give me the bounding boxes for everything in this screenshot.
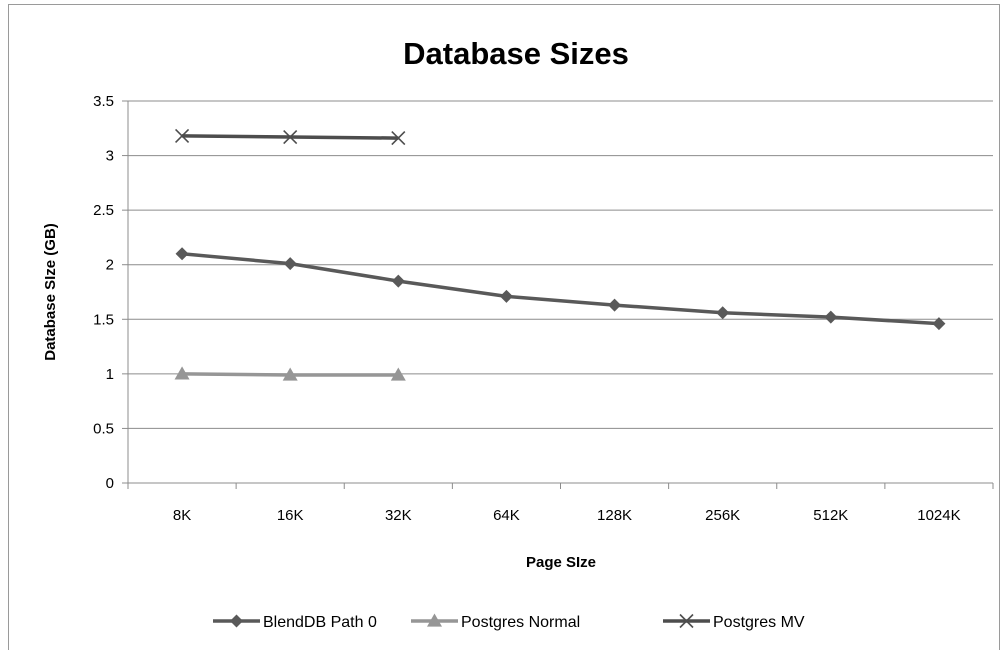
x-tick-label: 128K [597, 507, 632, 524]
series-1 [174, 366, 406, 381]
legend-marker [427, 613, 442, 627]
legend-label: Postgres MV [713, 614, 805, 631]
axes [127, 101, 993, 489]
data-point [174, 366, 190, 380]
gridlines [128, 100, 993, 429]
data-point [283, 257, 297, 271]
data-point [283, 129, 298, 145]
x-tick-label: 256K [705, 507, 740, 524]
x-tick-label: 512K [813, 507, 848, 524]
legend-marker [679, 613, 694, 629]
legend-label: Postgres Normal [461, 614, 580, 631]
y-axis-title: Database SIze (GB) [42, 223, 59, 361]
x-tick-label: 64K [493, 507, 520, 524]
chart-area [8, 4, 1000, 650]
data-point [824, 310, 838, 324]
legend-item: Postgres MV [663, 613, 805, 631]
data-point [932, 317, 946, 331]
series-2 [174, 128, 406, 146]
data-point [282, 367, 298, 381]
y-tick-label: 1 [106, 366, 114, 383]
x-tick-label: 16K [277, 507, 304, 524]
series-0 [175, 247, 946, 331]
y-axis-ticks: 0 0.5 1 1.5 2 2.5 3 3.5 [93, 93, 128, 492]
data-point [391, 131, 406, 146]
y-tick-label: 1.5 [93, 311, 114, 328]
data-point [608, 298, 622, 312]
chart-title: Database Sizes [403, 36, 629, 71]
y-tick-label: 3.5 [93, 93, 114, 110]
legend: BlendDB Path 0 Postgres Normal Postgres MV [213, 613, 805, 631]
x-axis-title: Page SIze [526, 554, 596, 571]
data-point [391, 274, 405, 288]
y-tick-label: 3 [106, 148, 114, 165]
y-tick-label: 0.5 [93, 420, 114, 437]
x-tick-label: 1024K [917, 507, 960, 524]
legend-item: Postgres Normal [411, 613, 580, 631]
data-point [716, 306, 730, 320]
y-tick-label: 2 [106, 257, 114, 274]
data-point [499, 289, 513, 303]
series-group [174, 128, 946, 381]
legend-label: BlendDB Path 0 [263, 614, 377, 631]
legend-marker [230, 614, 243, 628]
series-line [181, 252, 940, 326]
y-tick-label: 2.5 [93, 202, 114, 219]
data-point [390, 367, 406, 381]
y-tick-label: 0 [106, 475, 114, 492]
x-tick-label: 32K [385, 507, 412, 524]
x-axis-ticks: 8K 16K 32K 64K 128K 256K 512K 1024K [127, 483, 994, 524]
data-point [175, 247, 189, 261]
legend-item: BlendDB Path 0 [213, 614, 377, 631]
data-point [174, 128, 190, 143]
x-tick-label: 8K [173, 507, 191, 524]
